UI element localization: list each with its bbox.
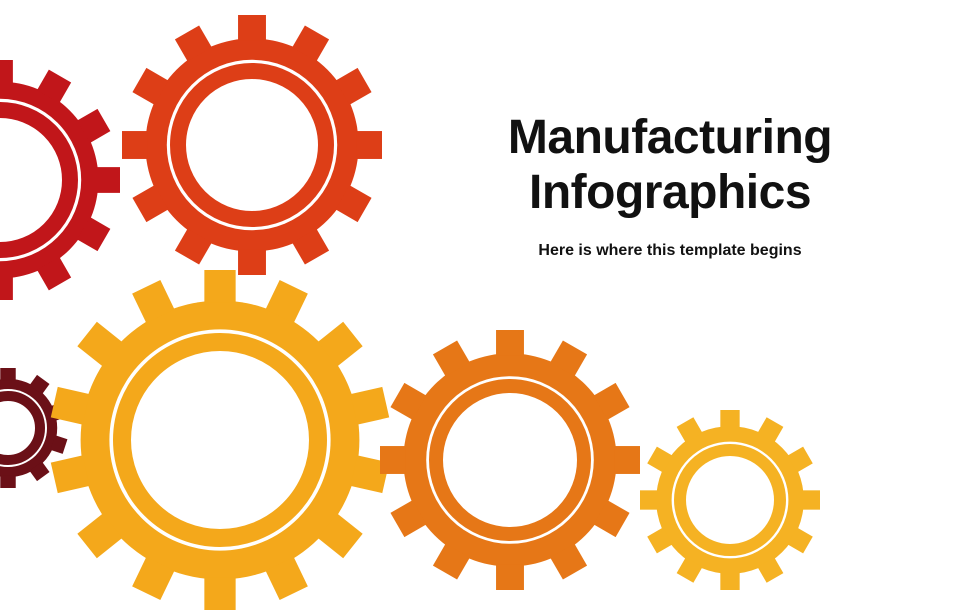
gear-orange-mid [378,328,642,592]
gear-yellow-big [48,268,392,612]
gear-red-left [0,58,122,302]
gear-orange-top [120,13,384,277]
title-block: Manufacturing Infographics Here is where… [440,110,900,260]
title-line-2: Infographics [529,166,811,219]
title-line-1: Manufacturing [508,111,832,164]
page-subtitle: Here is where this template begins [440,242,900,260]
page-title: Manufacturing Infographics [440,110,900,220]
gear-yellow-small [638,408,822,592]
